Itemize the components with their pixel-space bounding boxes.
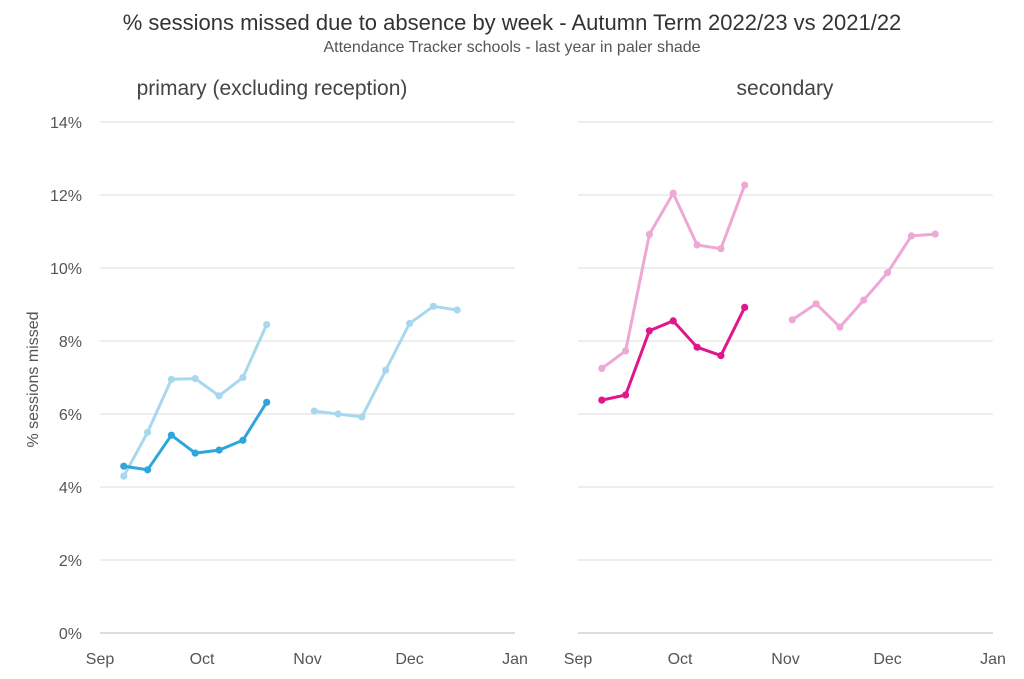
data-point	[334, 410, 342, 418]
series-0	[598, 181, 939, 372]
data-point	[645, 230, 654, 238]
data-point	[669, 317, 677, 325]
data-point	[120, 462, 128, 470]
y-tick-label: 6%	[59, 407, 82, 424]
data-point	[645, 327, 654, 335]
data-point	[622, 347, 630, 355]
x-tick-label: Sep	[86, 651, 115, 668]
data-point	[717, 352, 725, 360]
data-point	[883, 269, 892, 277]
series-0	[120, 302, 461, 480]
data-point	[215, 446, 223, 454]
x-tick-label: Jan	[502, 651, 528, 668]
x-tick-label: Dec	[873, 651, 901, 668]
data-point	[144, 428, 152, 436]
y-tick-label: 8%	[59, 334, 82, 351]
panel-0: primary (excluding reception) 0% 2% 4% 6% 8% 1…	[25, 77, 528, 668]
data-point	[669, 189, 677, 197]
y-tick-label: 10%	[50, 261, 82, 278]
series-line	[790, 232, 937, 329]
data-point	[382, 366, 390, 374]
series-1	[598, 303, 749, 404]
data-point	[120, 472, 128, 480]
y-tick-label: 0%	[59, 626, 82, 643]
data-point	[812, 300, 820, 308]
data-point	[191, 375, 199, 383]
data-point	[693, 241, 701, 249]
data-point	[239, 373, 247, 382]
panel-1: secondary Sep Oct Nov Dec Jan	[564, 77, 1006, 668]
data-point	[598, 364, 606, 372]
y-tick-label: 14%	[50, 115, 82, 132]
panel-title: primary (excluding reception)	[137, 77, 408, 100]
data-point	[693, 343, 701, 351]
y-tick-label: 12%	[50, 188, 82, 205]
x-tick-label: Dec	[395, 651, 423, 668]
data-point	[263, 321, 271, 329]
data-point	[741, 303, 749, 311]
data-point	[860, 296, 868, 304]
data-point	[717, 245, 725, 253]
data-point	[167, 431, 175, 439]
data-point	[836, 323, 844, 331]
x-tick-label: Jan	[980, 651, 1006, 668]
data-point	[239, 436, 247, 444]
y-tick-label: 4%	[59, 480, 82, 497]
data-point	[622, 391, 630, 399]
data-point	[310, 407, 318, 415]
chart-subtitle: Attendance Tracker schools - last year i…	[323, 39, 700, 56]
data-point	[429, 302, 437, 310]
y-axis-label: % sessions missed	[25, 311, 42, 447]
chart-title: % sessions missed due to absence by week…	[123, 10, 902, 35]
series-1	[120, 398, 271, 474]
data-point	[358, 413, 366, 421]
data-point	[167, 375, 175, 383]
y-tick-label: 2%	[59, 553, 82, 570]
data-point	[741, 181, 749, 189]
data-point	[931, 230, 939, 238]
data-point	[907, 232, 916, 240]
x-tick-label: Oct	[190, 651, 215, 668]
data-point	[598, 396, 606, 404]
x-tick-label: Sep	[564, 651, 593, 668]
data-point	[215, 392, 223, 400]
data-point	[191, 449, 199, 457]
data-point	[788, 316, 796, 324]
x-tick-label: Nov	[293, 651, 321, 668]
data-point	[144, 466, 152, 474]
x-tick-label: Oct	[668, 651, 693, 668]
data-point	[263, 398, 271, 406]
panel-title: secondary	[737, 77, 834, 100]
data-point	[405, 319, 414, 328]
data-point	[453, 306, 461, 314]
x-tick-label: Nov	[771, 651, 799, 668]
chart-panels: primary (excluding reception) 0% 2% 4% 6% 8% 1…	[25, 77, 1006, 668]
series-line	[312, 304, 459, 419]
